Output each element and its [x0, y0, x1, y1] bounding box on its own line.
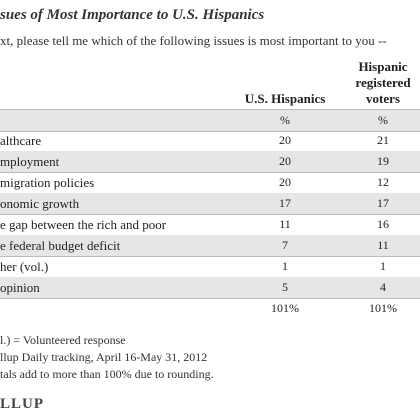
row-label: her (vol.)	[0, 259, 49, 274]
cell: 12	[377, 175, 389, 189]
logo: LLUP	[0, 396, 45, 412]
cell: 1	[282, 259, 288, 273]
cell: 17	[279, 196, 291, 210]
cell: 11	[279, 217, 291, 231]
footnote: tals add to more than 100% due to roundi…	[0, 367, 214, 381]
row-label: e federal budget deficit	[0, 238, 121, 253]
cell: 16	[377, 217, 389, 231]
row-label: althcare	[0, 133, 42, 148]
cell: 11	[377, 238, 389, 252]
cell: 1	[380, 259, 386, 273]
table-row: e federal budget deficit 7 11	[0, 235, 420, 257]
cell: 20	[279, 154, 291, 168]
column-header: Hispanic registered voters	[355, 59, 411, 106]
cell: 19	[377, 154, 389, 168]
row-label: opinion	[0, 280, 40, 295]
cell: 20	[279, 133, 291, 147]
total-cell: 101%	[271, 301, 299, 315]
row-label: onomic growth	[0, 196, 80, 211]
total-cell: 101%	[369, 301, 397, 315]
units-row: %%	[0, 109, 420, 132]
table-row: her (vol.) 1 1	[0, 256, 420, 278]
cell: 7	[282, 238, 288, 252]
unit-cell: %	[280, 113, 290, 127]
cell: 5	[282, 280, 288, 294]
cell: 20	[279, 175, 291, 189]
footnote: llup Daily tracking, April 16-May 31, 20…	[0, 350, 208, 364]
cell: 17	[377, 196, 389, 210]
table-row: althcare 20 21	[0, 130, 420, 152]
table-row: onomic growth 17 17	[0, 193, 420, 215]
table-row: e gap between the rich and poor 11 16	[0, 214, 420, 236]
unit-cell: %	[378, 113, 388, 127]
table-row: migration policies 20 12	[0, 172, 420, 194]
footnote: l.) = Volunteered response	[0, 333, 126, 347]
cell: 4	[380, 280, 386, 294]
subtitle: xt, please tell me which of the followin…	[0, 33, 387, 48]
column-header: U.S. Hispanics	[244, 91, 326, 106]
cell: 21	[377, 133, 389, 147]
title: sues of Most Importance to U.S. Hispanic…	[0, 7, 265, 23]
table-row: mployment 20 19	[0, 151, 420, 173]
table-row: opinion 5 4	[0, 277, 420, 299]
row-label: migration policies	[0, 175, 95, 190]
row-label: mployment	[0, 154, 60, 169]
row-label: e gap between the rich and poor	[0, 217, 167, 232]
